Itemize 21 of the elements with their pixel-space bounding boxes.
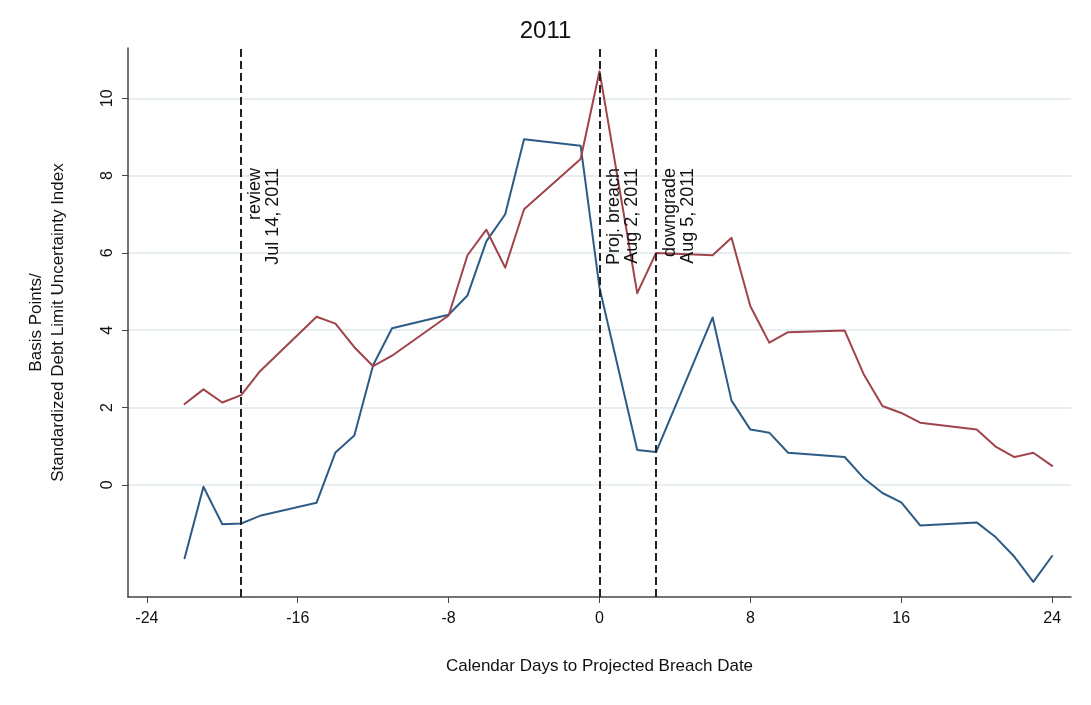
x-tick-label: 24: [1043, 608, 1062, 626]
y-axis-title: Basis Points/ Standardized Debt Limit Uncertainty Index: [25, 162, 67, 482]
line-series: [183, 138, 1054, 583]
x-tick-label: 8: [745, 608, 755, 626]
y-tick-label: 8: [97, 171, 115, 181]
x-tick-label: 0: [595, 608, 605, 626]
y-tick-label: 6: [97, 248, 115, 258]
line-series: [183, 70, 1054, 467]
chart-title: 2011: [519, 15, 572, 43]
y-tick-label: 0: [97, 480, 115, 490]
x-tick-label: 16: [892, 608, 911, 626]
x-tick-label: -8: [441, 608, 456, 626]
x-axis-title: Calendar Days to Projected Breach Date: [445, 656, 754, 675]
y-tick-label: 10: [97, 89, 115, 108]
x-tick-label: -16: [286, 608, 310, 626]
x-tick-label: -24: [135, 608, 159, 626]
ref-line-label: downgrade Aug 5, 2011: [659, 168, 698, 264]
ref-line-label: Proj. breach Aug 2, 2011: [602, 168, 641, 266]
ref-line-label: review Jul 14, 2011: [244, 167, 283, 265]
y-tick-label: 4: [97, 325, 115, 335]
y-tick-label: 2: [97, 403, 115, 413]
